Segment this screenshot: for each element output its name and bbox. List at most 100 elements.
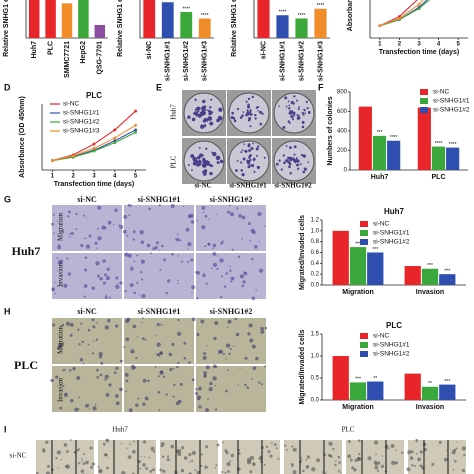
cell: [316, 458, 321, 463]
cell: [261, 383, 264, 386]
cell: [98, 355, 102, 359]
x-tick-label: 4: [113, 174, 117, 180]
bar: [404, 266, 421, 285]
cell: [229, 460, 232, 463]
legend-label: si-NC: [373, 221, 390, 228]
colony: [296, 159, 299, 162]
cell: [244, 383, 247, 387]
bar: [314, 8, 327, 38]
cell: [415, 452, 418, 455]
cell: [123, 214, 128, 219]
cell: [157, 390, 161, 394]
legend-label: si-SNHG1#2: [373, 351, 410, 358]
cell: [109, 296, 112, 299]
cell: [338, 461, 341, 464]
cell: [463, 453, 466, 457]
colony: [280, 168, 283, 171]
cell: [190, 459, 194, 462]
cell: [149, 469, 153, 473]
cell: [168, 352, 173, 357]
panel-letter: E: [156, 82, 162, 92]
colony: [240, 169, 244, 172]
legend-swatch: [360, 230, 368, 236]
cell: [159, 468, 163, 472]
cell: [203, 371, 207, 375]
cell: [206, 345, 208, 347]
cell: [235, 332, 240, 337]
cell: [228, 352, 231, 356]
colony: [194, 159, 198, 163]
colony: [247, 143, 251, 147]
cell: [133, 291, 137, 295]
x-tick-label: 2: [398, 42, 402, 48]
cell: [84, 237, 87, 240]
cell: [337, 469, 340, 472]
bar: [387, 140, 401, 170]
colony: [209, 106, 212, 109]
colony: [297, 167, 300, 170]
cell-label: PLC: [14, 358, 38, 372]
cell: [431, 462, 435, 466]
group-label: Huh7: [112, 426, 128, 434]
colony: [199, 111, 204, 116]
bar: [295, 18, 308, 38]
cell: [142, 463, 146, 467]
row-label: Invasion: [57, 262, 65, 287]
cell: [241, 284, 245, 288]
cell: [85, 403, 90, 408]
cell: [104, 295, 108, 300]
bar: [421, 386, 439, 400]
cell: [58, 345, 62, 349]
cell: [374, 465, 379, 470]
cell: [292, 470, 297, 474]
cell: [230, 276, 235, 281]
cell: [55, 456, 58, 460]
bar: [439, 384, 456, 400]
cell: [127, 203, 131, 207]
cell: [130, 349, 135, 354]
cell: [104, 453, 108, 457]
cell: [255, 289, 257, 291]
cell: [358, 453, 361, 456]
bar: [45, 0, 56, 38]
cell: [172, 368, 175, 370]
bar: [404, 373, 421, 400]
cell: [415, 438, 418, 442]
cell: [229, 265, 231, 268]
colony: [275, 162, 279, 166]
colony: [206, 109, 209, 111]
colony: [202, 99, 206, 104]
cell: [84, 268, 88, 272]
cell: [321, 471, 324, 473]
colony: [217, 115, 223, 121]
cell: [209, 381, 213, 386]
cell: [417, 457, 422, 462]
colony: [293, 114, 296, 117]
cell: [96, 247, 98, 249]
cell: [182, 205, 185, 208]
cell: [204, 465, 208, 469]
colony: [236, 107, 240, 111]
y-tick-label: 0.8: [311, 239, 320, 245]
cell: [187, 248, 190, 250]
cell: [147, 379, 150, 383]
cell: [158, 355, 161, 358]
cell: [353, 470, 356, 472]
cell: [126, 234, 129, 237]
colony: [295, 157, 298, 160]
cell: [255, 356, 259, 361]
colony: [249, 110, 252, 114]
colony: [193, 111, 199, 116]
colony: [241, 149, 244, 151]
cell: [196, 219, 199, 222]
cell: [224, 471, 227, 474]
cell: [453, 459, 457, 463]
cell: [216, 267, 219, 270]
colony: [248, 154, 252, 158]
cell: [128, 443, 131, 445]
cell: [156, 342, 161, 347]
cell: [226, 470, 230, 473]
y-tick-label: 200: [337, 148, 348, 154]
cell: [122, 229, 127, 234]
legend-label: si-NC: [433, 89, 450, 96]
